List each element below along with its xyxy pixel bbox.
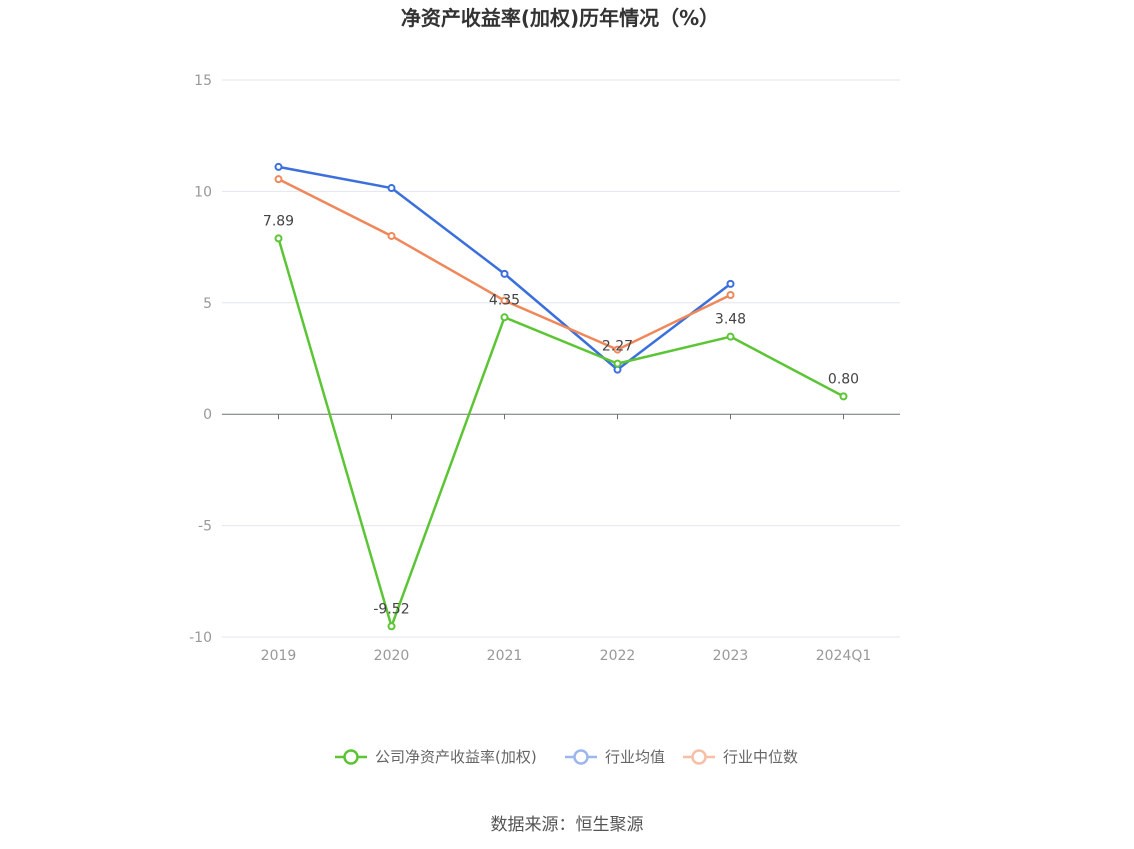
- legend-item-2[interactable]: 行业中位数: [683, 748, 798, 766]
- series-line-2: [277, 178, 732, 351]
- y-axis: 15 10 5 0 -5 -10: [189, 73, 212, 646]
- series-line-0: [277, 238, 845, 628]
- x-tick-label: 2024Q1: [816, 648, 872, 664]
- legend-item-1[interactable]: 行业均值: [565, 748, 665, 766]
- gridlines: [222, 79, 900, 638]
- data-label: 0.80: [828, 371, 859, 387]
- x-tick-label: 2021: [487, 648, 523, 664]
- data-point[interactable]: [274, 234, 283, 243]
- y-tick-label: -5: [198, 519, 212, 535]
- data-labels: 7.89 -9.52 4.35 2.27 3.48 0.80: [263, 213, 859, 617]
- legend-label: 行业中位数: [723, 748, 798, 766]
- data-label: 2.27: [602, 339, 633, 355]
- data-point[interactable]: [274, 175, 283, 184]
- data-point[interactable]: [387, 184, 396, 193]
- y-tick-label: 0: [203, 407, 212, 423]
- data-point[interactable]: [274, 162, 283, 171]
- y-tick-label: 15: [194, 73, 212, 89]
- x-tick-label: 2020: [374, 648, 410, 664]
- data-point[interactable]: [613, 359, 622, 368]
- x-tick-label: 2019: [261, 648, 297, 664]
- data-point[interactable]: [500, 313, 509, 322]
- data-point[interactable]: [387, 231, 396, 240]
- legend-marker: [691, 749, 707, 765]
- data-point[interactable]: [726, 291, 735, 300]
- data-point[interactable]: [839, 392, 848, 401]
- data-label: -9.52: [373, 601, 409, 617]
- x-tick-label: 2022: [600, 648, 636, 664]
- legend[interactable]: 公司净资产收益率(加权) 行业均值 行业中位数: [335, 748, 798, 766]
- data-point[interactable]: [726, 332, 735, 341]
- y-tick-label: 10: [194, 184, 212, 200]
- source-note: 数据来源：恒生聚源: [491, 815, 644, 835]
- x-axis: 2019 2020 2021 2022 2023 2024Q1: [222, 413, 900, 664]
- legend-item-0[interactable]: 公司净资产收益率(加权): [335, 748, 537, 766]
- data-label: 7.89: [263, 213, 294, 229]
- data-label: 4.35: [489, 292, 520, 308]
- data-point[interactable]: [613, 345, 622, 354]
- legend-label: 公司净资产收益率(加权): [375, 748, 537, 766]
- data-point[interactable]: [500, 269, 509, 278]
- y-tick-label: -10: [189, 630, 212, 646]
- series-layer: [274, 162, 848, 631]
- legend-label: 行业均值: [605, 748, 665, 766]
- y-tick-label: 5: [203, 296, 212, 312]
- data-point[interactable]: [726, 279, 735, 288]
- legend-marker: [343, 749, 359, 765]
- chart-title: 净资产收益率(加权)历年情况（%）: [401, 6, 719, 30]
- data-point[interactable]: [500, 296, 509, 305]
- data-point[interactable]: [387, 622, 396, 631]
- x-tick-label: 2023: [713, 648, 749, 664]
- legend-marker: [573, 749, 589, 765]
- data-label: 3.48: [715, 312, 746, 328]
- series-line-1: [278, 165, 732, 371]
